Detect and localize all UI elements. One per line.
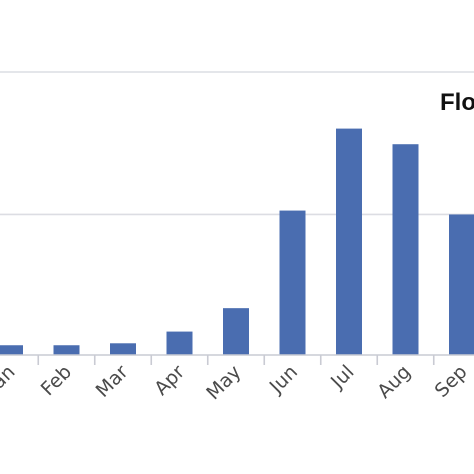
x-tick-label-may: May xyxy=(202,361,245,404)
x-axis-ticks xyxy=(37,355,435,365)
legend-label: Flo xyxy=(440,89,474,116)
x-tick-label-sep: Sep xyxy=(431,361,472,402)
x-tick-label-jun: Jun xyxy=(265,361,302,398)
bar-mar xyxy=(110,343,136,355)
bars xyxy=(0,128,474,355)
bar-jul xyxy=(336,128,362,355)
bar-feb xyxy=(53,345,80,355)
x-tick-label-jul: Jul xyxy=(326,361,358,393)
bar-apr xyxy=(166,331,193,355)
x-tick-label-apr: Apr xyxy=(150,361,189,400)
bar-may xyxy=(223,308,249,355)
bar-sep xyxy=(449,214,474,355)
bar-aug xyxy=(392,144,419,355)
bar-jan xyxy=(0,345,23,355)
x-tick-label-jan: an xyxy=(0,361,20,393)
x-tick-label-mar: Mar xyxy=(92,361,133,402)
x-tick-label-feb: Feb xyxy=(37,361,76,400)
x-tick-labels: an Feb Mar Apr May Jun Jul Aug Sep xyxy=(0,361,472,404)
bar-jun xyxy=(279,210,306,355)
x-tick-label-aug: Aug xyxy=(373,361,415,403)
